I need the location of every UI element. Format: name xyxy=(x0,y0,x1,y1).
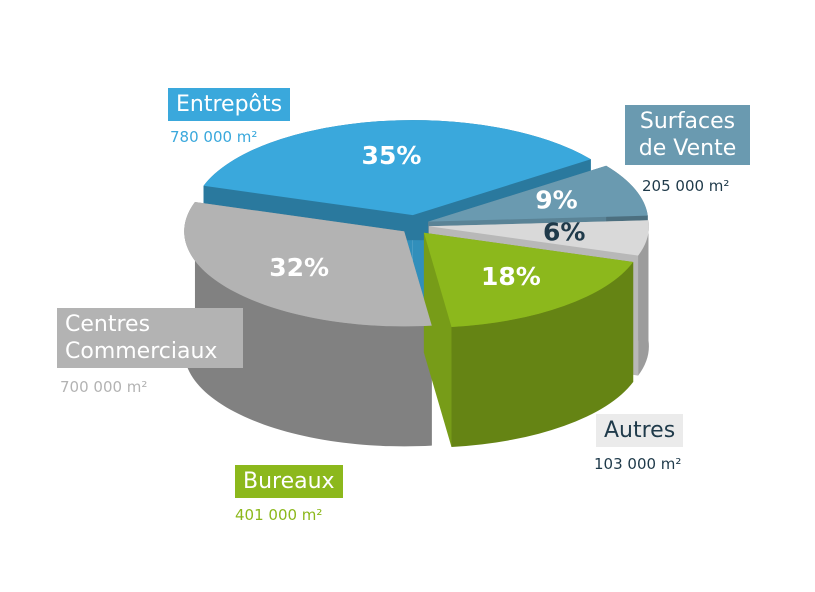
slice xyxy=(423,232,634,327)
slice xyxy=(428,165,648,222)
area-label: 780 000 m² xyxy=(170,128,258,146)
area-label: 103 000 m² xyxy=(594,455,682,473)
category-label: Entrepôts xyxy=(168,88,291,121)
area-label: 700 000 m² xyxy=(60,378,148,396)
category-label: Surfaces de Vente xyxy=(625,105,750,165)
slice-side xyxy=(451,262,634,447)
value-label: 32% xyxy=(269,253,329,282)
value-label: 35% xyxy=(362,141,422,170)
value-label: 18% xyxy=(481,262,541,291)
slice-side xyxy=(638,220,649,376)
category-label: Bureaux xyxy=(235,465,343,498)
slice-edge xyxy=(423,232,452,447)
area-label: 401 000 m² xyxy=(235,506,323,524)
slice xyxy=(203,120,591,216)
category-label: Centres Commerciaux xyxy=(57,308,243,368)
slice xyxy=(428,220,649,256)
slice xyxy=(184,202,432,327)
slice-side xyxy=(184,202,432,447)
value-label: 6% xyxy=(543,218,585,247)
area-label: 205 000 m² xyxy=(642,177,730,195)
value-label: 9% xyxy=(535,186,577,215)
category-label: Autres xyxy=(596,414,684,447)
